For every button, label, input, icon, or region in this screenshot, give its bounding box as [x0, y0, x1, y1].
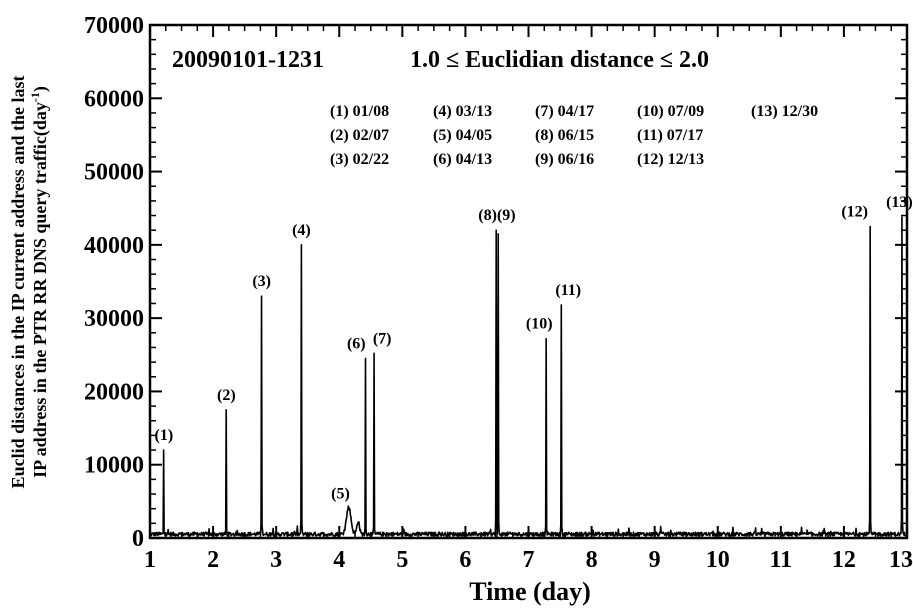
x-tick-label: 1 — [144, 547, 156, 573]
y-tick-label: 20000 — [84, 379, 144, 405]
legend-entry: (11) 07/17 — [637, 127, 703, 144]
y-tick-label: 50000 — [84, 160, 144, 186]
x-tick-label: 12 — [832, 547, 856, 573]
legend-entry: (5) 04/05 — [433, 127, 492, 144]
peak-label: (5) — [331, 486, 350, 503]
y-axis-title-line-2: IP address in the PTR RR DNS query traff… — [28, 86, 51, 478]
x-tick-labels: 1 2 3 4 5 6 7 8 9 10 11 12 13 — [144, 547, 913, 573]
y-axis-title-line-2-main: IP address in the PTR RR DNS query traff… — [30, 102, 51, 478]
peak-label: (3) — [252, 273, 271, 290]
peak-label: (7) — [373, 330, 392, 347]
y-tick-label: 40000 — [84, 233, 144, 259]
y-tick-label: 60000 — [84, 86, 144, 112]
peak-label: (1) — [155, 427, 174, 444]
y-axis-title-superscript: -1 — [28, 92, 42, 102]
y-tick-label: 10000 — [84, 453, 144, 479]
x-tick-label: 5 — [396, 547, 408, 573]
y-axis-title-line-1: Euclid distances in the IP current addre… — [8, 76, 28, 489]
peak-label: (11) — [555, 282, 581, 299]
x-tick-label: 4 — [333, 547, 345, 573]
legend-entry: (10) 07/09 — [637, 103, 704, 120]
legend-entry: (7) 04/17 — [535, 103, 594, 120]
x-tick-label: 13 — [889, 547, 913, 573]
x-tick-label: 10 — [706, 547, 730, 573]
y-tick-label: 0 — [132, 526, 144, 552]
legend-entry: (8) 06/15 — [535, 127, 594, 144]
legend-entry: (4) 03/13 — [433, 103, 492, 120]
legend-entry: (12) 12/13 — [637, 151, 704, 168]
peak-label: (12) — [841, 204, 868, 221]
peak-label: (10) — [526, 316, 553, 333]
x-tick-label: 7 — [523, 547, 535, 573]
date-legend: (1) 01/08 (2) 02/07 (3) 02/22 (4) 03/13 (5) … — [330, 103, 818, 168]
x-tick-label: 8 — [586, 547, 598, 573]
y-tick-label: 30000 — [84, 306, 144, 332]
legend-entry: (3) 02/22 — [330, 151, 389, 168]
legend-entry: (6) 04/13 — [433, 151, 492, 168]
peak-label: (8)(9) — [478, 207, 515, 224]
y-axis-title-line-2-end: ) — [30, 86, 51, 92]
peak-labels: (1) (2) (3) (4) (5) (6) (7) (8)(9) (10)(11) (12) (… — [155, 194, 913, 503]
y-tick-label: 70000 — [84, 13, 144, 39]
x-tick-label: 3 — [270, 547, 282, 573]
chart-subtitle: 1.0 ≤ Euclidian distance ≤ 2.0 — [410, 47, 709, 73]
x-axis-title: Time (day) — [469, 577, 591, 606]
chart-title: 20090101-1231 — [172, 47, 324, 73]
x-tick-label: 9 — [649, 547, 661, 573]
x-tick-label: 11 — [769, 547, 792, 573]
peak-label: (6) — [347, 335, 366, 352]
legend-entry: (9) 06/16 — [535, 151, 594, 168]
peak-label: (2) — [217, 387, 236, 404]
series-line — [149, 216, 908, 537]
x-tick-label: 6 — [459, 547, 471, 573]
legend-entry: (2) 02/07 — [330, 127, 389, 144]
y-tick-labels: 0 10000 20000 30000 40000 50000 60000 70000 — [84, 13, 144, 552]
legend-entry: (1) 01/08 — [330, 103, 389, 120]
legend-entry: (13) 12/30 — [751, 103, 818, 120]
peak-label: (13) — [886, 194, 913, 211]
x-tick-label: 2 — [207, 547, 219, 573]
peak-label: (4) — [292, 222, 311, 239]
